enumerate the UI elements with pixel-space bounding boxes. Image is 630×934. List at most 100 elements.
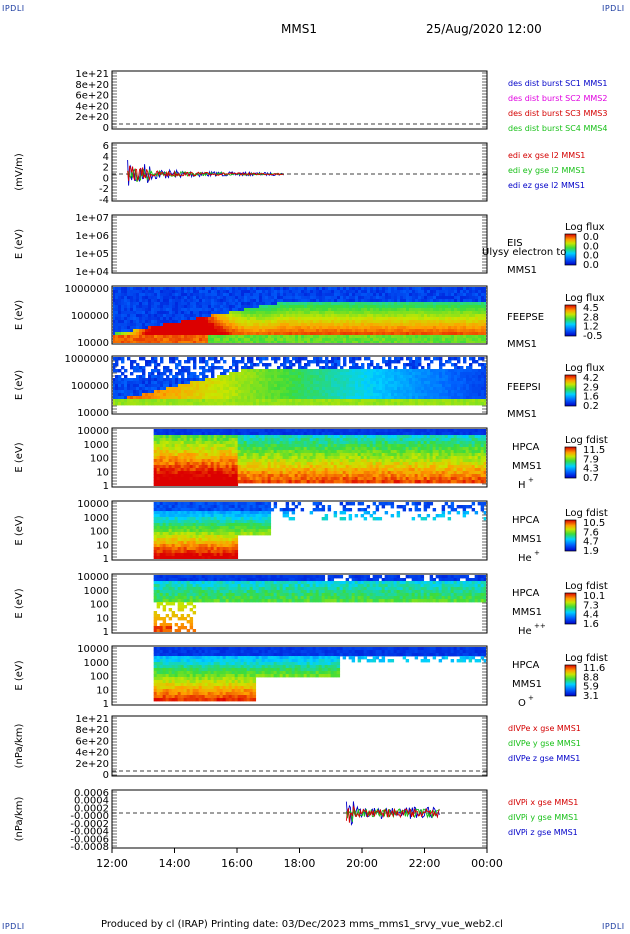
- colorbar-tick-label: 8.8: [583, 672, 599, 683]
- instrument-label: HPCA: [512, 588, 540, 599]
- legend-entry: des dist burst SC4 MMS4: [508, 124, 607, 133]
- y-axis-label: E (eV): [14, 300, 25, 330]
- series-line: [127, 168, 284, 182]
- y-tick-label: 1000000: [64, 354, 109, 365]
- y-axis-label: E (eV): [14, 588, 25, 618]
- y-tick-label: 4e+20: [75, 748, 109, 759]
- colorbar-tick-label: 1.6: [583, 392, 599, 403]
- instrument-label: HPCA: [512, 515, 540, 526]
- panel-frame: [111, 500, 488, 561]
- heatmap-cells: [113, 357, 486, 406]
- y-tick-label: 0: [103, 770, 109, 781]
- colorbar: [564, 374, 577, 407]
- colorbar: [564, 592, 577, 625]
- species-label: H: [518, 480, 526, 491]
- colorbar: [564, 233, 577, 266]
- colorbar-title: Log flux: [565, 363, 605, 374]
- y-tick-label: -0.0008: [70, 842, 109, 853]
- colorbar-tick-label: 4.5: [583, 303, 599, 314]
- colorbar-tick-label: 0.0: [583, 232, 599, 243]
- y-tick-label: 100: [90, 454, 109, 465]
- y-tick-label: 10000: [77, 408, 109, 419]
- instrument-label: MMS1: [512, 461, 542, 472]
- colorbar: [564, 664, 577, 697]
- colorbar-title: Log flux: [565, 293, 605, 304]
- panel-frame: [111, 427, 488, 488]
- colorbar-tick-label: 4.7: [583, 537, 599, 548]
- y-tick-label: 1000: [84, 658, 109, 669]
- legend-entry: dIVPe y gse MMS1: [508, 739, 581, 748]
- instrument-label: HPCA: [512, 442, 540, 453]
- panel-frame: [111, 70, 488, 130]
- x-tick-label: 00:00: [471, 857, 503, 870]
- colorbar-tick-label: 0.2: [583, 401, 599, 412]
- panel-feepse: 1000000 100000 10000 E (eV) FEEPSE MMS1 Log fl…: [14, 284, 605, 350]
- y-tick-label: 6: [103, 141, 109, 152]
- x-tick-label: 20:00: [346, 857, 378, 870]
- y-tick-label: 8e+20: [75, 80, 109, 91]
- heatmap-cells: [153, 647, 486, 702]
- y-tick-label: 1: [103, 627, 109, 638]
- colorbar-tick-label: 2.9: [583, 382, 599, 393]
- y-tick-label: 10000: [77, 644, 109, 655]
- instrument-label: HPCA: [512, 660, 540, 671]
- y-tick-label: 1e+21: [75, 714, 109, 725]
- legend-entry: dIVPi y gse MMS1: [508, 813, 578, 822]
- instrument-label: MMS1: [507, 339, 537, 350]
- colorbar-tick-label: 7.6: [583, 527, 599, 538]
- colorbar-title: Log fdist: [565, 581, 608, 592]
- legend-entry: dIVPe z gse MMS1: [508, 754, 580, 763]
- y-axis-label: (mV/m): [14, 153, 25, 191]
- y-axis-label: (nPa/km): [14, 724, 25, 769]
- species-charge: +: [528, 694, 534, 702]
- legend-entry: edi ez gse l2 MMS1: [508, 181, 585, 190]
- colorbar-title: Log fdist: [565, 653, 608, 664]
- legend-entry: des dist burst SC3 MMS3: [508, 109, 607, 118]
- colorbar-title: Log flux: [565, 222, 605, 233]
- panel-eis: 1e+07 1e+06 1e+05 1e+04 E (eV) EIS MMS1 Log flu…: [14, 213, 605, 278]
- species-label: He: [518, 553, 532, 564]
- y-tick-label: 10: [96, 685, 109, 696]
- y-tick-label: 2e+20: [75, 112, 109, 123]
- instrument-label: MMS1: [512, 679, 542, 690]
- y-tick-label: 6e+20: [75, 736, 109, 747]
- legend-entry: dIVPi x gse MMS1: [508, 798, 578, 807]
- x-tick-label: 14:00: [159, 857, 191, 870]
- panel-divpi: 0.00060.00040.0002-0.0000-0.0002-0.0004-…: [14, 788, 578, 853]
- colorbar-tick-label: 4.4: [583, 610, 599, 621]
- heatmap-cells: [153, 575, 486, 632]
- overlay-text: Ulysy electron to: [482, 247, 566, 258]
- y-tick-label: 100: [90, 527, 109, 538]
- colorbar: [564, 304, 577, 337]
- y-tick-label: 10000: [77, 426, 109, 437]
- colorbar-tick-label: 5.9: [583, 682, 599, 693]
- colorbar-title: Log fdist: [565, 435, 608, 446]
- y-tick-label: 100000: [71, 381, 109, 392]
- y-tick-label: 0: [103, 123, 109, 134]
- x-tick-label: 18:00: [284, 857, 316, 870]
- y-axis-label: (nPa/km): [14, 797, 25, 842]
- y-axis-label: E (eV): [14, 515, 25, 545]
- y-tick-label: 1000: [84, 586, 109, 597]
- y-tick-label: 2e+20: [75, 759, 109, 770]
- instrument-label: EIS: [507, 238, 523, 249]
- y-tick-label: 1e+06: [75, 231, 109, 242]
- panel-frame: [111, 214, 488, 274]
- panel-hpca_o: 10000 1000 100 10 1 E (eV) HPCA MMS1 O + Log fdist…: [14, 644, 608, 710]
- colorbar-tick-label: 10.1: [583, 591, 605, 602]
- y-tick-label: 4: [103, 152, 109, 163]
- colorbar: [564, 446, 577, 479]
- panel-frame: [111, 789, 488, 849]
- y-tick-label: 100: [90, 672, 109, 683]
- y-tick-label: 6e+20: [75, 91, 109, 102]
- y-axis-label: E (eV): [14, 229, 25, 259]
- instrument-label: MMS1: [512, 534, 542, 545]
- series-line: [127, 165, 284, 182]
- colorbar-tick-label: 0.0: [583, 251, 599, 262]
- y-tick-label: 1: [103, 554, 109, 565]
- colorbar-tick-label: 7.9: [583, 454, 599, 465]
- y-tick-label: 1000: [84, 513, 109, 524]
- y-tick-label: 1e+05: [75, 249, 109, 260]
